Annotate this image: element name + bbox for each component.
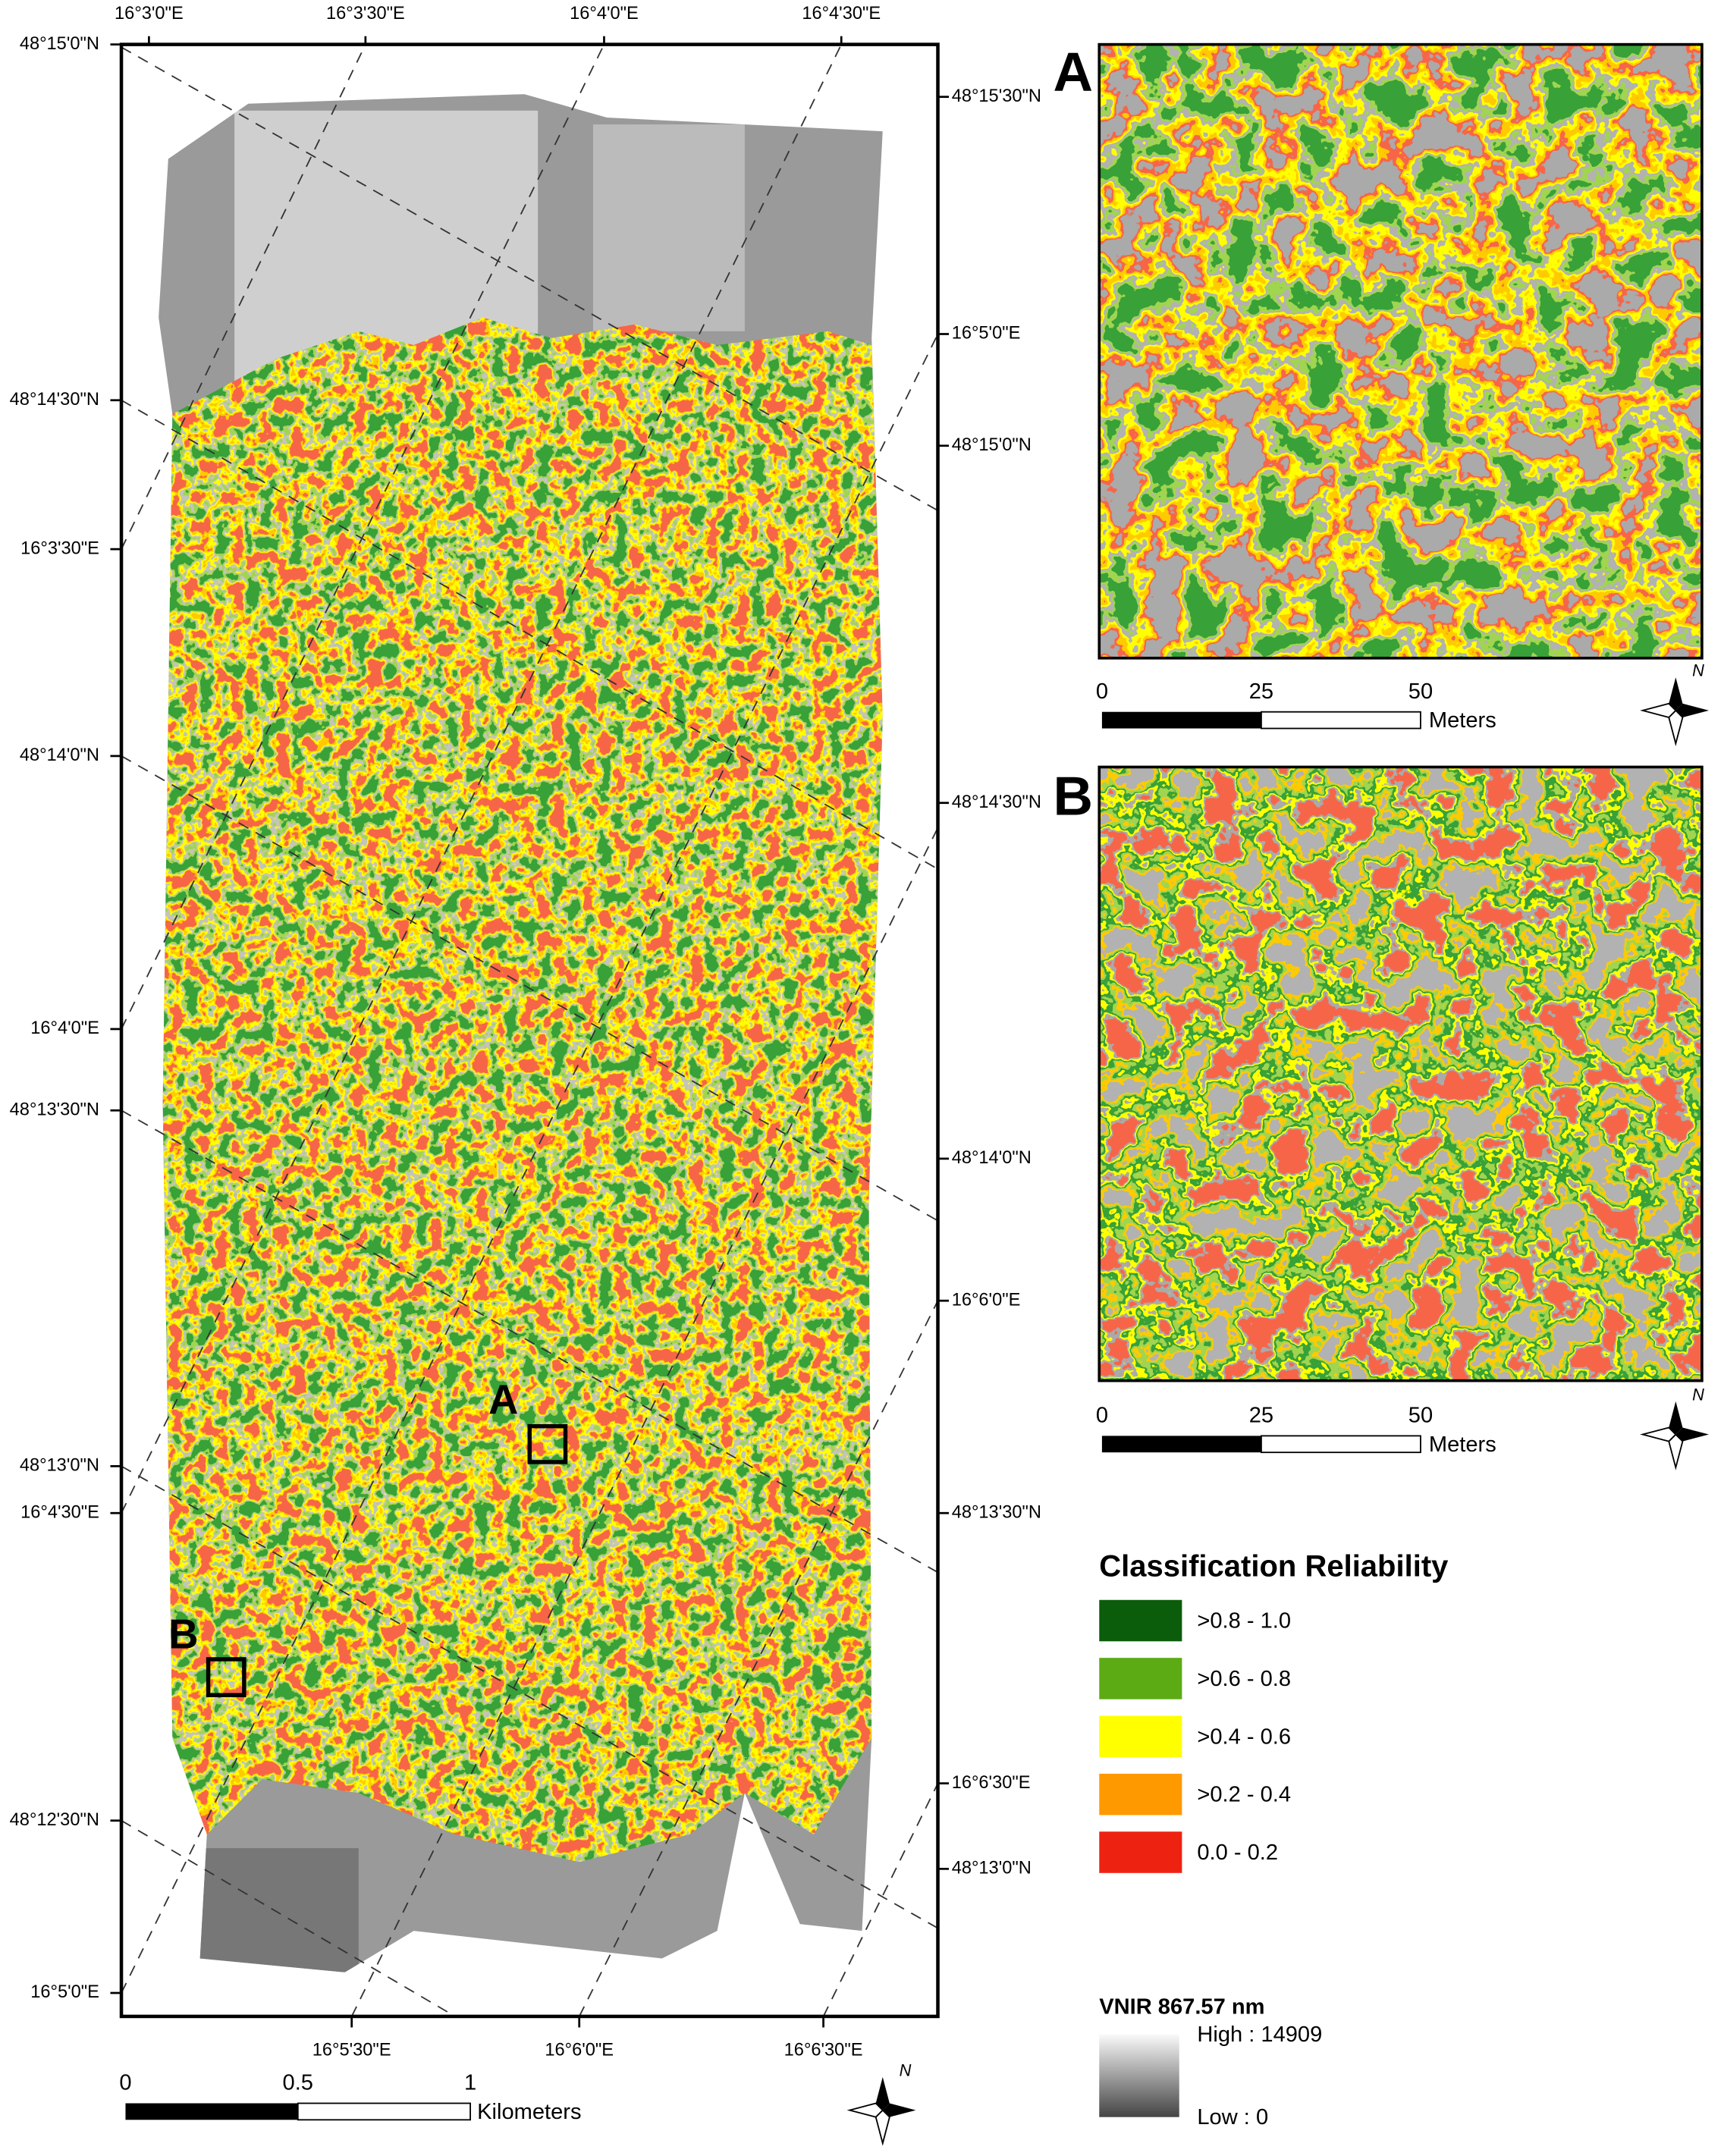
north-arrow — [1675, 1427, 1709, 1442]
scale-label: 0.5 — [283, 2071, 313, 2095]
site-box — [527, 1423, 568, 1464]
coord-label: 16°4'0"E — [30, 1018, 99, 1038]
inset-scale-label: 0 — [1096, 1404, 1108, 1428]
coord-label: 16°4'30"E — [20, 1502, 99, 1522]
coord-label: 16°3'30"E — [20, 538, 99, 558]
scale-label: 0 — [119, 2071, 131, 2095]
graticule — [121, 44, 939, 2017]
graticule-line — [121, 1109, 938, 1574]
imagery — [159, 94, 883, 1972]
scale-label: 1 — [464, 2071, 476, 2095]
vnir-high: High : 14909 — [1197, 2023, 1322, 2047]
graticule-line — [121, 46, 938, 512]
legend-label: >0.2 - 0.4 — [1197, 1783, 1291, 1807]
graticule-line — [121, 44, 843, 1514]
map-frame — [119, 42, 940, 2019]
coord-label: 16°3'30"E — [326, 4, 405, 24]
inset-label: B — [1053, 765, 1093, 827]
north-arrow — [875, 2076, 890, 2110]
legend-swatch — [1099, 1831, 1182, 1873]
north-label: N — [900, 2060, 912, 2079]
legend-label: 0.0 - 0.2 — [1197, 1841, 1278, 1865]
legend-label: >0.4 - 0.6 — [1197, 1724, 1291, 1749]
legend-title: Classification Reliability — [1099, 1550, 1449, 1583]
north-arrow — [1669, 677, 1683, 711]
graticule-line — [822, 1783, 939, 2017]
legend-swatch — [1099, 1715, 1182, 1758]
graticule-line — [121, 399, 938, 870]
north-arrow — [1669, 1401, 1683, 1435]
graticule-line — [121, 44, 366, 550]
inset-image — [1099, 767, 1702, 1381]
coord-label: 16°5'30"E — [312, 2041, 391, 2060]
reliability-layer — [162, 317, 883, 1863]
inset-scale-unit: Meters — [1429, 1433, 1496, 1457]
inset-image — [1098, 43, 1703, 659]
field — [592, 124, 745, 331]
inset-frame — [1098, 765, 1704, 1382]
coord-label: 48°12'30"N — [10, 1810, 99, 1830]
coord-label: 48°15'30"N — [952, 86, 1041, 106]
vnir-ramp — [1099, 2034, 1179, 2117]
graticule-line — [121, 1819, 456, 2017]
inset-scale-label: 25 — [1249, 1404, 1273, 1428]
coord-label: 48°13'0"N — [20, 1456, 99, 1476]
north-label: N — [1692, 1385, 1704, 1404]
coord-label: 48°15'0"N — [952, 435, 1032, 455]
coord-label: 48°14'0"N — [952, 1148, 1032, 1168]
legend-label: >0.6 - 0.8 — [1197, 1667, 1291, 1691]
north-label: N — [1692, 661, 1704, 680]
scale-bar — [1261, 711, 1421, 730]
graticule-line — [578, 1300, 939, 2017]
legend-swatch — [1099, 1599, 1182, 1642]
graticule-line — [350, 827, 939, 2017]
vnir-low: Low : 0 — [1197, 2105, 1268, 2129]
legend-swatch — [1099, 1658, 1182, 1699]
legend-swatch — [1099, 1773, 1182, 1815]
coord-label: 16°3'0"E — [115, 4, 184, 24]
inset-label: A — [1053, 42, 1093, 103]
inset-scale-unit: Meters — [1429, 708, 1496, 733]
scale-bar — [1101, 1436, 1261, 1453]
coord-label: 48°14'0"N — [20, 745, 99, 765]
coord-label: 16°6'30"E — [952, 1773, 1031, 1793]
north-arrow — [882, 2103, 916, 2117]
coord-label: 16°4'0"E — [570, 4, 639, 24]
scale-unit: Kilometers — [477, 2100, 581, 2124]
coord-label: 48°13'30"N — [952, 1502, 1041, 1522]
scale-bar — [297, 2102, 471, 2121]
vnir-title: VNIR 867.57 nm — [1099, 1995, 1264, 2019]
inset-scale-label: 50 — [1408, 1404, 1433, 1428]
site-label: A — [488, 1376, 518, 1423]
scale-bar — [1261, 1435, 1421, 1454]
coord-label: 48°13'0"N — [952, 1859, 1032, 1878]
coord-label: 48°13'30"N — [10, 1100, 99, 1119]
scale-bar — [125, 2103, 298, 2120]
coord-label: 16°6'0"E — [952, 1290, 1021, 1310]
inset-frame — [1098, 42, 1704, 660]
legend-label: >0.8 - 1.0 — [1197, 1609, 1291, 1633]
coord-label: 48°15'0"N — [20, 34, 99, 54]
graticule-line — [121, 755, 938, 1222]
coord-label: 16°5'0"E — [30, 1982, 99, 2002]
coord-label: 16°4'30"E — [802, 4, 881, 24]
inset-scale-label: 25 — [1249, 679, 1273, 704]
coord-label: 16°6'30"E — [784, 2041, 863, 2060]
field — [193, 1848, 359, 1972]
coord-label: 16°5'0"E — [952, 324, 1021, 344]
graticule-line — [121, 44, 605, 1030]
coord-label: 48°14'30"N — [952, 792, 1041, 812]
inset-scale-label: 0 — [1096, 679, 1108, 704]
site-box — [206, 1657, 247, 1697]
coord-label: 48°14'30"N — [10, 390, 99, 410]
scale-bar — [1101, 711, 1261, 729]
site-label: B — [168, 1611, 198, 1657]
coord-label: 16°6'0"E — [545, 2041, 614, 2060]
inset-scale-label: 50 — [1408, 679, 1433, 704]
north-arrow — [1675, 703, 1709, 717]
graticule-line — [121, 1465, 938, 1929]
